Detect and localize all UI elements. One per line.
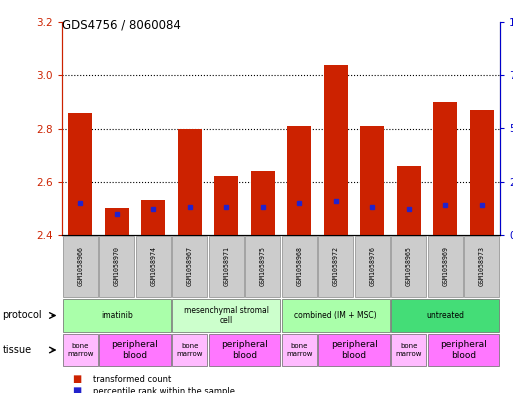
Bar — [251, 171, 274, 235]
Bar — [63, 299, 171, 332]
Bar — [142, 200, 165, 235]
Bar — [172, 334, 207, 366]
Bar — [63, 236, 98, 298]
Text: peripheral
blood: peripheral blood — [330, 340, 378, 360]
Text: protocol: protocol — [3, 310, 42, 321]
Bar — [287, 126, 311, 235]
Bar — [209, 236, 244, 298]
Bar — [397, 166, 421, 235]
Text: combined (IM + MSC): combined (IM + MSC) — [294, 311, 377, 320]
Bar — [172, 299, 280, 332]
Text: GSM1058965: GSM1058965 — [406, 246, 412, 286]
Bar — [172, 236, 207, 298]
Bar — [318, 236, 353, 298]
Text: GSM1058966: GSM1058966 — [77, 246, 83, 286]
Bar — [324, 64, 348, 235]
Text: bone
marrow: bone marrow — [67, 343, 93, 356]
Text: bone
marrow: bone marrow — [396, 343, 422, 356]
Text: peripheral
blood: peripheral blood — [440, 340, 487, 360]
Bar — [464, 236, 499, 298]
Bar — [282, 334, 317, 366]
Bar — [136, 236, 171, 298]
Bar — [105, 208, 129, 235]
Text: imatinib: imatinib — [101, 311, 133, 320]
Bar — [318, 334, 390, 366]
Bar — [99, 236, 134, 298]
Text: percentile rank within the sample: percentile rank within the sample — [93, 387, 235, 393]
Text: GSM1058969: GSM1058969 — [442, 246, 448, 286]
Text: GSM1058967: GSM1058967 — [187, 246, 193, 286]
Bar — [391, 236, 426, 298]
Bar — [63, 334, 98, 366]
Text: GSM1058970: GSM1058970 — [114, 246, 120, 286]
Text: transformed count: transformed count — [93, 375, 171, 384]
Bar — [214, 176, 238, 235]
Text: GSM1058976: GSM1058976 — [369, 246, 375, 286]
Bar — [245, 236, 280, 298]
Text: GSM1058975: GSM1058975 — [260, 246, 266, 286]
Bar — [282, 236, 317, 298]
Bar — [433, 102, 457, 235]
Text: untreated: untreated — [426, 311, 464, 320]
Bar — [282, 299, 390, 332]
Text: GSM1058972: GSM1058972 — [333, 246, 339, 286]
Bar — [354, 236, 390, 298]
Bar — [178, 129, 202, 235]
Bar — [99, 334, 171, 366]
Bar — [68, 112, 92, 235]
Bar — [428, 334, 499, 366]
Text: mesenchymal stromal
cell: mesenchymal stromal cell — [184, 306, 269, 325]
Bar — [391, 334, 426, 366]
Text: GSM1058971: GSM1058971 — [223, 246, 229, 286]
Bar — [470, 110, 494, 235]
Text: GDS4756 / 8060084: GDS4756 / 8060084 — [62, 18, 181, 31]
Text: GSM1058968: GSM1058968 — [296, 246, 302, 286]
Text: ■: ■ — [72, 374, 82, 384]
Bar — [209, 334, 280, 366]
Text: peripheral
blood: peripheral blood — [221, 340, 268, 360]
Text: bone
marrow: bone marrow — [286, 343, 312, 356]
Bar — [428, 236, 463, 298]
Text: ■: ■ — [72, 386, 82, 393]
Bar — [391, 299, 499, 332]
Text: tissue: tissue — [3, 345, 32, 355]
Text: bone
marrow: bone marrow — [176, 343, 203, 356]
Bar — [361, 126, 384, 235]
Text: GSM1058974: GSM1058974 — [150, 246, 156, 286]
Text: GSM1058973: GSM1058973 — [479, 246, 485, 286]
Text: peripheral
blood: peripheral blood — [112, 340, 159, 360]
